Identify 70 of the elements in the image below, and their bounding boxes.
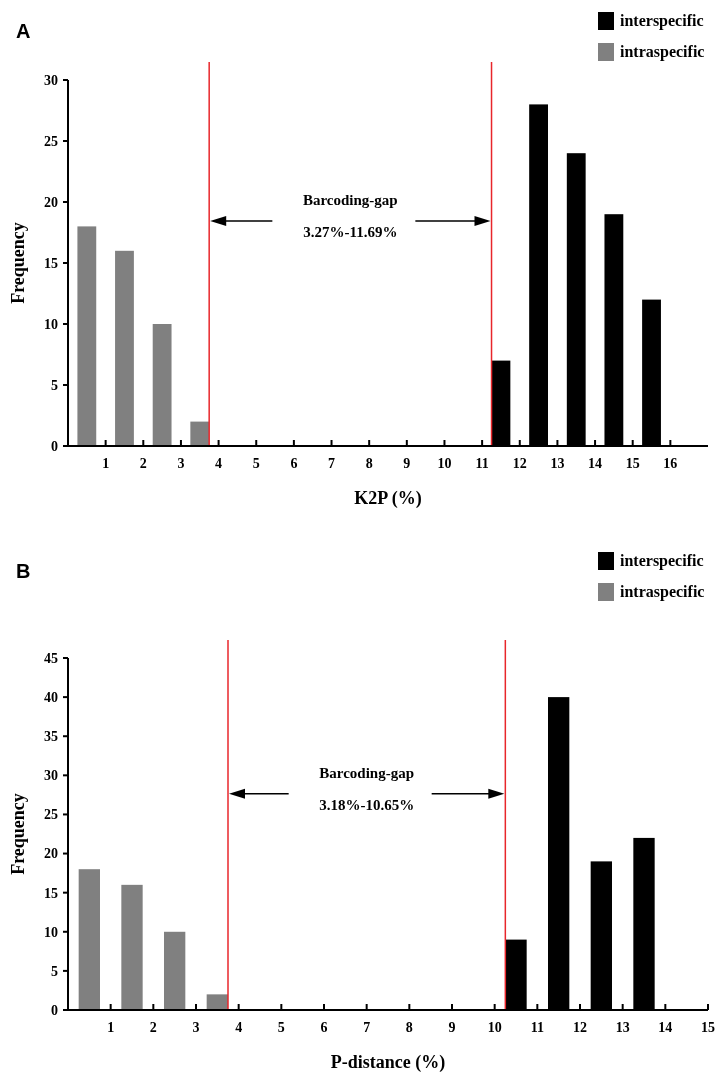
x-tick-label: 9 [403, 456, 411, 471]
x-tick-label: 9 [448, 1020, 456, 1035]
y-tick-label: 10 [44, 924, 58, 940]
x-tick-label: 1 [102, 456, 110, 471]
x-tick-label: 4 [215, 456, 223, 471]
x-tick-label: 4 [235, 1020, 243, 1035]
x-tick-label: 12 [512, 456, 527, 471]
y-tick-label: 20 [44, 194, 58, 210]
x-tick-label: 8 [365, 456, 373, 471]
legend-label: intraspecific [620, 43, 705, 61]
x-tick-label: 5 [252, 456, 260, 471]
x-tick-label: 5 [277, 1020, 285, 1035]
bar [78, 869, 100, 1010]
y-tick-label: 10 [44, 316, 58, 332]
x-tick-label: 11 [530, 1020, 544, 1035]
y-tick-label: 40 [44, 690, 58, 706]
y-axis-title: Frequency [8, 793, 28, 875]
y-tick-label: 25 [44, 133, 58, 149]
y-tick-label: 5 [51, 963, 58, 979]
annotation: 3.18%-10.65% [319, 796, 415, 813]
x-tick-label: 8 [405, 1020, 413, 1035]
x-tick-label: 2 [139, 456, 147, 471]
x-tick-label: 2 [149, 1020, 157, 1035]
bar [190, 421, 210, 446]
x-tick-label: 7 [328, 456, 336, 471]
legend-label: interspecific [620, 552, 704, 570]
x-tick-label: 14 [658, 1020, 673, 1035]
x-tick-label: 3 [192, 1020, 200, 1035]
chart-title: B [16, 560, 31, 582]
y-tick-label: 25 [44, 807, 58, 823]
y-tick-label: 0 [51, 1002, 58, 1018]
x-axis-title: P-distance (%) [330, 1052, 446, 1073]
x-tick-label: 7 [363, 1020, 371, 1035]
bar [121, 884, 143, 1010]
x-tick-label: 14 [588, 456, 603, 471]
x-tick-label: 10 [437, 456, 452, 471]
y-tick-label: 30 [44, 72, 58, 88]
x-tick-label: 13 [615, 1020, 630, 1035]
annotation: 3.27%-11.69% [303, 224, 398, 241]
y-tick-label: 15 [44, 885, 58, 901]
x-tick-label: 13 [550, 456, 565, 471]
x-tick-label: 16 [663, 456, 678, 471]
y-tick-label: 0 [51, 438, 58, 454]
x-tick-label: 11 [475, 456, 489, 471]
x-axis-title: K2P (%) [354, 488, 422, 509]
bar [115, 250, 134, 446]
legend-label: intraspecific [620, 583, 705, 601]
x-tick-label: 15 [701, 1020, 715, 1035]
x-tick-label: 10 [487, 1020, 502, 1035]
x-tick-label: 6 [320, 1020, 328, 1035]
y-tick-label: 30 [44, 768, 58, 784]
x-tick-label: 3 [177, 456, 185, 471]
x-tick-label: 1 [107, 1020, 115, 1035]
bar [206, 994, 228, 1010]
y-tick-label: 45 [44, 650, 58, 666]
y-tick-label: 35 [44, 729, 58, 745]
bar [152, 324, 172, 446]
annotation: Barcoding-gap [319, 764, 415, 781]
chart-title: A [16, 20, 31, 42]
y-axis-title: Frequency [8, 222, 28, 304]
y-tick-label: 20 [44, 846, 58, 862]
x-tick-label: 15 [625, 456, 640, 471]
legend-label: interspecific [620, 12, 704, 30]
x-tick-label: 12 [573, 1020, 587, 1035]
bar [77, 226, 97, 446]
y-tick-label: 15 [44, 255, 58, 271]
annotation: Barcoding-gap [302, 192, 398, 209]
y-tick-label: 5 [51, 377, 58, 393]
x-tick-label: 6 [290, 456, 298, 471]
bar [164, 931, 186, 1010]
